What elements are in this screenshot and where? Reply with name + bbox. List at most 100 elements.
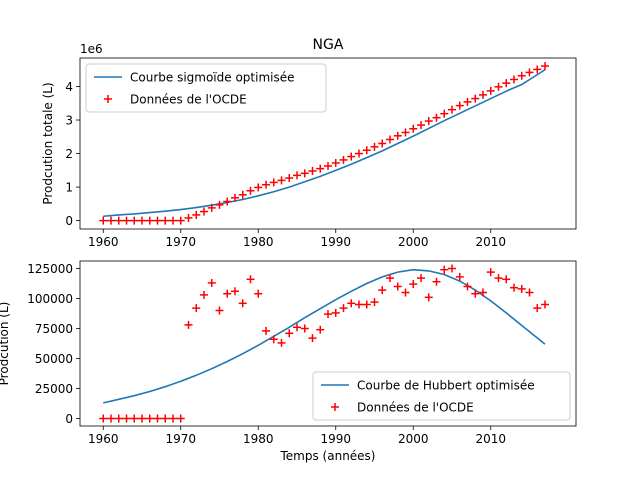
- data-point: [99, 216, 108, 225]
- data-point: [409, 280, 418, 289]
- plot-area: [99, 62, 549, 225]
- data-point: [494, 82, 503, 91]
- data-point: [370, 142, 379, 151]
- legend-label: Courbe sigmoïde optimisée: [130, 71, 295, 85]
- data-point: [479, 288, 487, 297]
- data-point: [262, 180, 270, 189]
- x-tick-label: 1990: [320, 432, 351, 446]
- series-line: [103, 69, 546, 218]
- legend: Courbe sigmoïde optimisée Données de l'OC…: [85, 63, 327, 113]
- data-point: [494, 274, 503, 283]
- data-point: [161, 216, 170, 225]
- data-point: [169, 216, 177, 225]
- data-point: [517, 284, 526, 293]
- data-point: [432, 277, 441, 286]
- data-point: [122, 216, 131, 225]
- subplot-2: 1960 1970 1980 1990 2000 2010 0 25000 50000 75000…: [0, 260, 577, 463]
- data-point: [293, 323, 301, 332]
- data-point: [541, 300, 549, 309]
- data-point: [486, 86, 495, 95]
- axes-frame: [79, 57, 577, 230]
- y-tick-label: 125000: [27, 262, 73, 276]
- x-tick-label: 1970: [165, 235, 196, 249]
- plot-area: [99, 264, 549, 423]
- data-point: [440, 109, 449, 118]
- data-point: [448, 105, 456, 114]
- y-tick-label: 2: [65, 147, 73, 161]
- data-point: [114, 414, 123, 423]
- x-tick-label: 1960: [88, 235, 119, 249]
- data-point: [238, 299, 247, 308]
- y-axis-label: Prodcution totale (L): [41, 82, 55, 204]
- axes-frame: [79, 260, 577, 427]
- data-point: [424, 293, 433, 302]
- data-point: [200, 207, 208, 216]
- y-tick-label: 3: [65, 114, 73, 128]
- data-point: [300, 169, 309, 178]
- data-point: [269, 335, 278, 344]
- data-point: [424, 117, 433, 126]
- data-point: [238, 190, 247, 199]
- legend-label: Données de l'OCDE: [357, 401, 474, 415]
- y-tick-label: 0: [65, 412, 73, 426]
- data-point: [285, 174, 294, 183]
- chart-title: NGA: [313, 37, 344, 53]
- data-point: [339, 304, 348, 313]
- data-point: [393, 282, 402, 291]
- y-tick-label: 100000: [27, 292, 73, 306]
- data-point: [417, 121, 425, 130]
- data-point: [223, 197, 232, 206]
- data-point: [393, 131, 402, 140]
- data-point: [99, 414, 108, 423]
- y-offset-label: 1e6: [80, 42, 103, 56]
- data-point: [525, 288, 534, 297]
- data-point: [176, 414, 185, 423]
- data-point: [362, 146, 371, 155]
- data-point: [145, 216, 154, 225]
- data-point: [107, 414, 115, 423]
- x-tick-label: 1960: [88, 432, 119, 446]
- data-point: [153, 414, 162, 423]
- data-point: [525, 68, 534, 77]
- data-point: [246, 275, 255, 284]
- x-tick-label: 2010: [475, 235, 506, 249]
- data-point: [378, 286, 387, 295]
- data-point: [339, 155, 348, 164]
- data-point: [316, 164, 325, 173]
- y-tick-label: 1: [65, 181, 73, 195]
- data-point: [471, 289, 480, 298]
- x-tick-label: 1990: [320, 235, 351, 249]
- data-point: [200, 290, 208, 299]
- legend-box: [85, 63, 327, 113]
- data-point: [161, 414, 170, 423]
- data-point: [324, 161, 332, 170]
- legend-box: [312, 371, 571, 421]
- data-point: [502, 275, 511, 284]
- data-point: [184, 320, 193, 329]
- x-tick-label: 1980: [243, 235, 274, 249]
- data-point: [324, 310, 332, 319]
- data-point: [432, 113, 441, 122]
- data-point: [169, 414, 177, 423]
- data-point: [440, 265, 449, 274]
- data-point: [192, 304, 201, 313]
- data-point: [277, 338, 286, 347]
- data-point: [517, 71, 526, 80]
- data-point: [223, 289, 232, 298]
- data-point: [215, 200, 224, 209]
- data-point: [463, 97, 472, 106]
- data-point: [510, 283, 518, 292]
- data-point: [262, 326, 270, 335]
- series-line: [103, 268, 546, 404]
- x-axis-label: Temps (années): [280, 449, 376, 463]
- y-tick-label: 25000: [35, 382, 73, 396]
- y-tick-label: 4: [65, 80, 73, 94]
- y-tick-label: 75000: [35, 322, 73, 336]
- subplot-1: NGA 1960 1970 1980 1990 2000 2010 0 1 2 3 4 1e6 Prodc…: [41, 37, 577, 249]
- data-point: [138, 414, 146, 423]
- data-point: [347, 299, 356, 308]
- x-tick-label: 2000: [398, 432, 429, 446]
- data-point: [355, 300, 363, 309]
- data-point: [231, 193, 239, 202]
- legend: Courbe de Hubbert optimisée Données de l'…: [312, 371, 571, 421]
